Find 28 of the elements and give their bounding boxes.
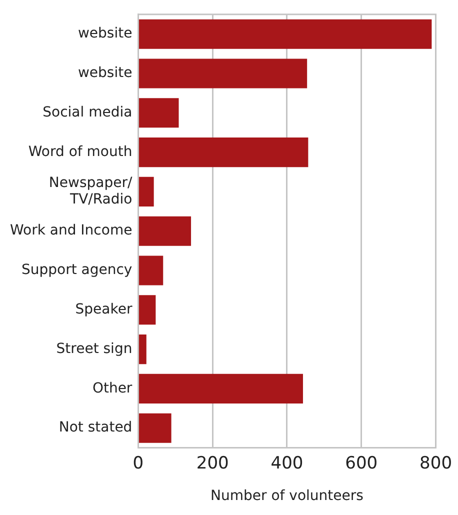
x-tick-label: 800 <box>420 453 452 474</box>
bar <box>138 98 179 128</box>
bar <box>138 295 156 325</box>
y-tick-label: Speaker <box>75 302 132 318</box>
x-tick-label: 400 <box>270 453 304 474</box>
bar <box>138 176 154 206</box>
bar <box>138 256 164 286</box>
y-tick-label: Social media <box>42 104 132 121</box>
y-tick-label: Word of mouth <box>28 144 132 160</box>
y-tick-label: Other <box>92 380 132 396</box>
bar <box>138 58 308 88</box>
bar <box>138 138 308 168</box>
y-tick-label: website <box>78 65 132 82</box>
x-tick-label: 200 <box>196 453 229 474</box>
y-tick-label: website <box>78 26 132 42</box>
x-axis-title: Number of volunteers <box>210 488 364 504</box>
y-tick-label: Work and Income <box>10 222 132 239</box>
bar <box>138 334 146 364</box>
x-tick-label: 0 <box>132 453 144 474</box>
bar <box>138 413 172 443</box>
y-tick-label: Street sign <box>56 340 132 357</box>
bar <box>138 19 432 49</box>
x-tick-label: 600 <box>345 453 378 474</box>
y-tick-label: Not stated <box>58 420 132 436</box>
y-tick-label: Newspaper/ TV/Radio <box>48 174 132 208</box>
bar <box>138 374 303 404</box>
bar <box>138 216 192 246</box>
y-tick-label: Support agency <box>21 262 132 278</box>
